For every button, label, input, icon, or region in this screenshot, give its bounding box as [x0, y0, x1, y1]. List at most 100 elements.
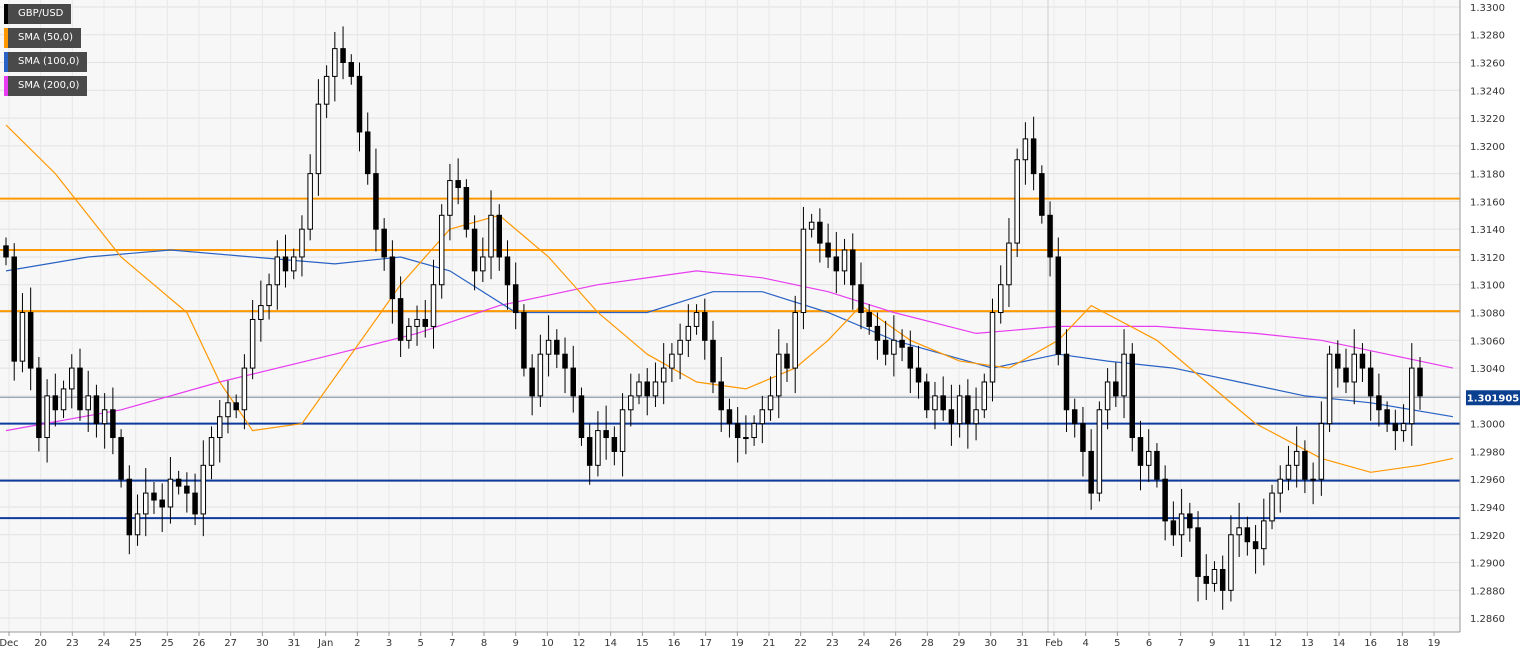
candle [521, 304, 527, 377]
candle [1039, 165, 1045, 224]
candle-body [1121, 353, 1127, 397]
candle-body [1335, 353, 1341, 369]
candle [101, 393, 108, 449]
candle [463, 179, 470, 238]
candle [570, 345, 576, 413]
candle-body [290, 256, 297, 272]
candle-body [430, 284, 437, 327]
candle [1170, 501, 1177, 546]
x-tick-label: 21 [763, 638, 776, 649]
x-tick-label: 7 [1177, 638, 1183, 649]
x-tick-label: 26 [193, 638, 206, 649]
candle-body [216, 416, 223, 439]
candle [381, 218, 387, 271]
x-tick-label: 19 [1428, 638, 1441, 649]
x-tick-label: 25 [129, 638, 142, 649]
x-tick-label: 24 [98, 638, 111, 649]
y-tick-label: 1.3200 [1470, 142, 1505, 153]
x-tick-label: 31 [1016, 638, 1029, 649]
candle [1088, 429, 1094, 510]
candle [948, 384, 955, 446]
candle [997, 265, 1004, 324]
candle [430, 259, 437, 349]
candle [1154, 443, 1160, 488]
x-tick-label: 9 [1209, 638, 1215, 649]
candle [718, 356, 724, 432]
x-tick-label: 22 [794, 638, 807, 649]
candle [1343, 348, 1349, 394]
candle [1236, 502, 1242, 557]
x-tick-label: 14 [604, 638, 617, 649]
candle-body [965, 395, 971, 425]
candle [578, 387, 585, 446]
x-tick-label: 5 [1114, 638, 1120, 649]
legend-sma100[interactable]: SMA (100,0) [4, 52, 88, 72]
candle [455, 158, 461, 205]
legend-symbol[interactable]: GBP/USD [4, 4, 72, 24]
candle-body [11, 256, 17, 362]
candle [1335, 340, 1341, 388]
y-tick-label: 1.2860 [1470, 614, 1505, 625]
candle [825, 223, 831, 269]
candle-body [1063, 353, 1070, 411]
candle [1096, 401, 1103, 502]
candle [956, 384, 963, 438]
current-price-tag: 1.301905 [1466, 390, 1520, 406]
candle [702, 298, 708, 360]
legend-sma200[interactable]: SMA (200,0) [4, 76, 88, 96]
x-tick-label: 30 [984, 638, 997, 649]
candle-body [1326, 353, 1333, 425]
candle [151, 481, 157, 514]
candle-body [1236, 527, 1242, 536]
candle-body [1261, 520, 1267, 550]
x-tick-label: 12 [573, 638, 586, 649]
candle-body [1071, 409, 1078, 425]
y-tick-label: 1.3240 [1470, 86, 1505, 97]
x-tick-label: 18 [1396, 638, 1409, 649]
candle-body [685, 325, 692, 341]
candle-body [118, 437, 124, 480]
candle-body [948, 409, 955, 425]
candle-body [1310, 478, 1316, 481]
candle [1409, 343, 1415, 446]
candle [299, 215, 305, 277]
candle [1121, 329, 1127, 419]
x-tick-label: 9 [512, 638, 518, 649]
legend-sma50[interactable]: SMA (50,0) [4, 28, 82, 48]
candle-body [110, 409, 116, 439]
candle [562, 337, 568, 394]
y-tick-label: 1.2960 [1470, 475, 1505, 486]
candle [1195, 511, 1201, 602]
x-axis: Dec 20 23 24 25 25 26 27 30 31 Jan 2 3 5 7 8 9 10 12 14 15 16… [0, 631, 1460, 649]
candle-body [907, 346, 914, 369]
candle-body [381, 228, 387, 258]
candle-body [915, 367, 922, 383]
candle-body [1293, 450, 1300, 466]
candle [348, 54, 355, 85]
candle [874, 312, 881, 360]
candle-body [833, 256, 840, 272]
x-tick-label: 17 [699, 638, 712, 649]
candle-body [1392, 423, 1399, 432]
candle [759, 395, 766, 444]
candle [126, 465, 133, 555]
candle [1022, 122, 1029, 185]
x-tick-label: 5 [417, 638, 423, 649]
candle-body [1145, 450, 1152, 466]
candle [1392, 409, 1399, 451]
candle-body [808, 221, 815, 230]
candle-body [19, 312, 26, 362]
candle-body [652, 381, 659, 397]
x-tick-label: 23 [66, 638, 79, 649]
x-tick-label: 29 [953, 638, 966, 649]
candle-body [734, 423, 741, 439]
candle [19, 293, 26, 373]
candle [225, 380, 231, 434]
candle-body [167, 478, 174, 508]
candle [504, 240, 511, 310]
candle [233, 394, 239, 419]
candle [266, 273, 272, 320]
candle-body [274, 256, 281, 286]
candle [751, 415, 757, 446]
candle [677, 323, 683, 380]
